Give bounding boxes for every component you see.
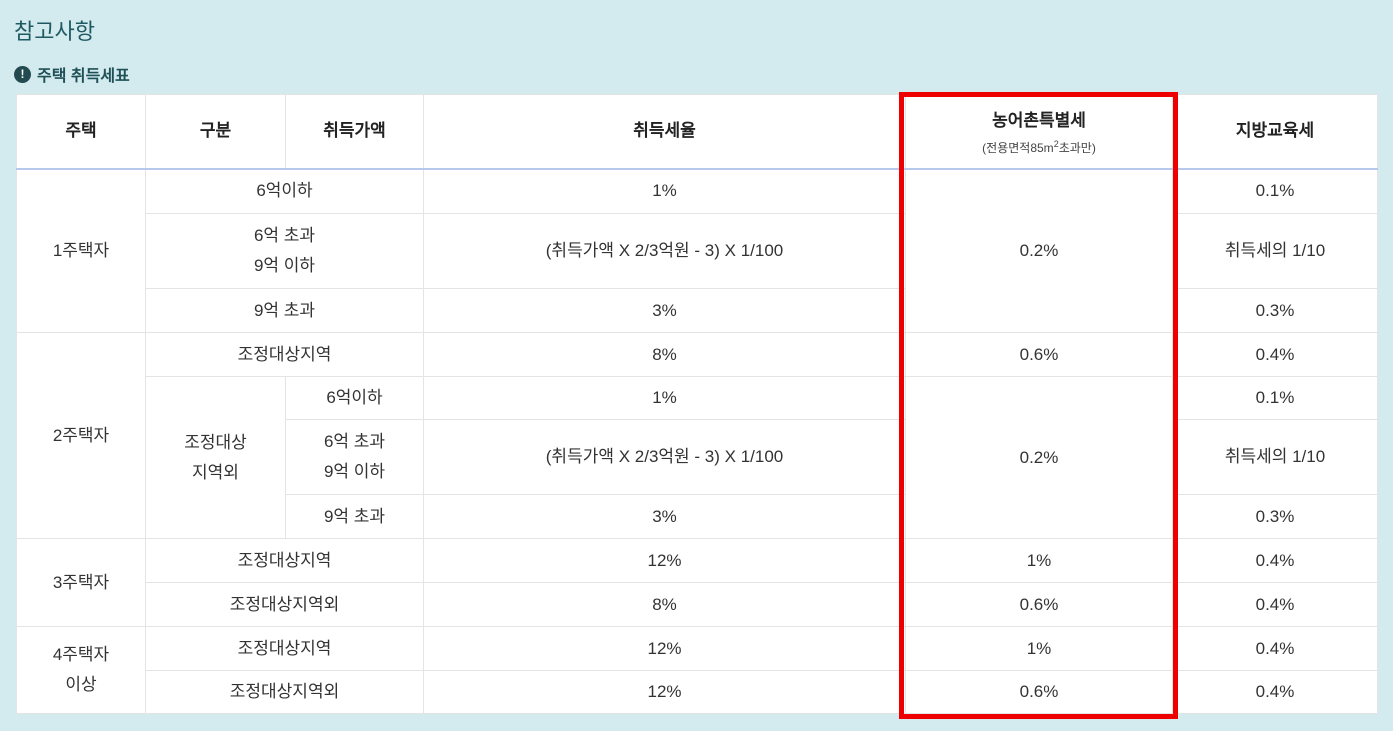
- row: 4주택자 이상 조정대상지역 12% 1% 0.4%: [16, 626, 1378, 714]
- cell: 조정대상지역외: [145, 670, 424, 714]
- cell: 8%: [423, 332, 906, 377]
- cell: 6억 초과 9억 이하: [285, 419, 424, 495]
- cell: 12%: [423, 538, 906, 583]
- cell: 조정대상지역: [145, 626, 424, 671]
- row: 1주택자 6억이하 1% 0.2% 0.1%: [16, 168, 1378, 333]
- note-text: (전용면적85m: [982, 141, 1054, 156]
- section-title: ! 주택 취득세표: [14, 62, 130, 86]
- header-cell: 취득가액: [285, 94, 424, 170]
- cell: 조정대상지역외: [145, 582, 424, 627]
- row: 조정대상 지역외 6억이하 1% 0.2% 0.1%: [17, 376, 1378, 539]
- cell: 6억 초과 9억 이하: [145, 213, 424, 289]
- row: 조정대상지역외 8% 0.6% 0.4%: [17, 582, 1378, 627]
- cell: 취득세의 1/10: [1172, 419, 1378, 495]
- cell: 0.4%: [1172, 626, 1378, 671]
- cell: 0.3%: [1172, 494, 1378, 539]
- cell: 12%: [423, 626, 906, 671]
- header-cell: 농어촌특별세 (전용면적85m2초과만): [905, 94, 1173, 170]
- cell: 조정대상 지역외: [145, 376, 286, 539]
- cell: 0.2%: [905, 376, 1173, 539]
- cell: 6억이하: [145, 168, 424, 214]
- cell: 1%: [905, 538, 1173, 583]
- header-row: 주택 구분 취득가액 취득세율 농어촌특별세 (전용면적85m2초과만) 지방교육…: [16, 94, 1378, 170]
- header-cell: 주택: [16, 94, 146, 170]
- row: 2주택자 조정대상지역 8% 0.6% 0.4%: [16, 332, 1378, 539]
- cell: 9억 초과: [145, 288, 424, 333]
- page-title: 참고사항: [14, 19, 95, 44]
- cell: 0.3%: [1172, 288, 1378, 333]
- note-text: 초과만): [1058, 141, 1096, 156]
- cell: 1주택자: [16, 168, 146, 333]
- cell: 1%: [905, 626, 1173, 671]
- header-text: 농어촌특별세: [992, 111, 1086, 131]
- row: 9억 초과 3% 0.3%: [17, 494, 1378, 539]
- cell: 0.6%: [905, 670, 1173, 714]
- cell: 8%: [423, 582, 906, 627]
- cell: 취득세의 1/10: [1172, 213, 1378, 289]
- cell: 0.4%: [1172, 582, 1378, 627]
- header-cell: 구분: [145, 94, 286, 170]
- info-icon: !: [14, 65, 31, 83]
- cell: 0.6%: [905, 332, 1173, 377]
- cell: 2주택자: [16, 332, 146, 539]
- tax-table: 주택 구분 취득가액 취득세율 농어촌특별세 (전용면적85m2초과만) 지방교육…: [16, 94, 1378, 714]
- cell: 3%: [423, 494, 906, 539]
- row: 3주택자 조정대상지역 12% 1% 0.4%: [16, 538, 1378, 627]
- row: 9억 초과 3% 0.3%: [17, 288, 1378, 333]
- cell: 4주택자 이상: [16, 626, 146, 714]
- row: 조정대상지역외 12% 0.6% 0.4%: [17, 670, 1378, 714]
- cell: 0.2%: [905, 168, 1173, 333]
- row: 6억 초과 9억 이하 (취득가액 X 2/3억원 - 3) X 1/100 취…: [17, 213, 1378, 289]
- cell: 0.4%: [1172, 332, 1378, 377]
- note-sup: 2: [1053, 139, 1059, 150]
- cell: 12%: [423, 670, 906, 714]
- cell: 1%: [423, 168, 906, 214]
- cell: 0.1%: [1172, 168, 1378, 214]
- cell: 조정대상지역: [145, 332, 424, 377]
- cell: 3주택자: [16, 538, 146, 627]
- cell: 0.4%: [1172, 670, 1378, 714]
- cell: 9억 초과: [285, 494, 424, 539]
- cell: (취득가액 X 2/3억원 - 3) X 1/100: [423, 213, 906, 289]
- cell: 0.6%: [905, 582, 1173, 627]
- cell: 3%: [423, 288, 906, 333]
- header-cell: 취득세율: [423, 94, 906, 170]
- cell: (취득가액 X 2/3억원 - 3) X 1/100: [423, 419, 906, 495]
- row: 6억 초과 9억 이하 (취득가액 X 2/3억원 - 3) X 1/100 취…: [17, 419, 1378, 495]
- cell: 조정대상지역: [145, 538, 424, 583]
- header-cell: 지방교육세: [1172, 94, 1378, 170]
- cell: 1%: [423, 376, 906, 420]
- cell: 0.1%: [1172, 376, 1378, 420]
- cell: 0.4%: [1172, 538, 1378, 583]
- header-note: (전용면적85m2초과만): [906, 136, 1172, 156]
- section-title-text: 주택 취득세표: [37, 68, 130, 85]
- cell: 6억이하: [285, 376, 424, 420]
